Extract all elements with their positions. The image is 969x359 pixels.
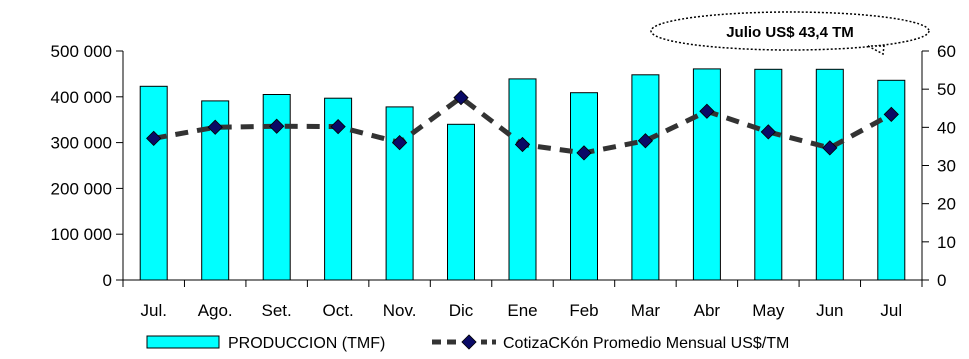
x-tick-label: Jul. bbox=[140, 301, 166, 320]
y-left-tick-label: 200 000 bbox=[51, 179, 112, 198]
y-right-tick-label: 0 bbox=[937, 271, 946, 290]
y-right-tick-label: 20 bbox=[937, 195, 956, 214]
y-right-tick-label: 30 bbox=[937, 157, 956, 176]
x-tick-label: Jun bbox=[816, 301, 843, 320]
x-tick-label: Ago. bbox=[198, 301, 233, 320]
bar-11 bbox=[754, 68, 783, 281]
price-marker-6 bbox=[453, 89, 469, 106]
x-tick-label: Jul bbox=[880, 301, 902, 320]
legend-bar-label: PRODUCCION (TMF) bbox=[228, 335, 385, 352]
price-marker-7 bbox=[514, 136, 531, 153]
bar-10 bbox=[692, 68, 721, 281]
price-marker-10 bbox=[699, 103, 715, 119]
bar-12 bbox=[815, 68, 844, 281]
bar-9 bbox=[631, 74, 660, 281]
bar-7 bbox=[508, 78, 537, 281]
x-tick-label: Oct. bbox=[323, 301, 354, 320]
y-right-tick-label: 60 bbox=[937, 42, 956, 61]
x-tick-label: Abr bbox=[694, 301, 721, 320]
legend: PRODUCCION (TMF) CotizaCKón Promedio Men… bbox=[146, 334, 789, 352]
x-tick-label: Ene bbox=[507, 301, 537, 320]
x-tick-label: Feb bbox=[569, 301, 598, 320]
legend-bar-swatch bbox=[146, 335, 220, 349]
callout: Julio US$ 43,4 TM bbox=[650, 11, 930, 56]
price-marker-2 bbox=[207, 119, 223, 135]
y-right-tick-label: 50 bbox=[937, 80, 956, 99]
y-right-tick-label: 10 bbox=[937, 233, 956, 252]
legend-line-marker bbox=[461, 334, 477, 350]
x-tick-label: Mar bbox=[631, 301, 661, 320]
price-marker-5 bbox=[391, 134, 408, 151]
price-marker-9 bbox=[637, 133, 654, 149]
x-tick-label: Dic bbox=[449, 301, 474, 320]
price-marker-13 bbox=[883, 106, 899, 123]
x-tick-label: Set. bbox=[262, 301, 292, 320]
callout-pointer bbox=[867, 45, 885, 56]
callout-text: Julio US$ 43,4 TM bbox=[726, 24, 854, 41]
bar-13 bbox=[877, 79, 906, 281]
legend-line-label: CotizaCKón Promedio Mensual US$/TM bbox=[503, 335, 789, 352]
y-left-tick-label: 400 000 bbox=[51, 88, 112, 107]
x-tick-label: May bbox=[752, 301, 785, 320]
line-layer bbox=[146, 89, 899, 161]
bar-8 bbox=[570, 92, 598, 281]
y-left-tick-label: 100 000 bbox=[51, 225, 112, 244]
bar-6 bbox=[447, 123, 475, 281]
bars-layer bbox=[139, 68, 906, 281]
bar-1 bbox=[139, 85, 168, 281]
y-right-tick-label: 40 bbox=[937, 118, 956, 137]
price-marker-1 bbox=[146, 130, 162, 147]
axes-layer: 0 100 000 200 000 300 000 400 000 500 000 0 10 2… bbox=[51, 42, 956, 320]
callout-bubble bbox=[650, 11, 930, 51]
price-marker-12 bbox=[822, 140, 838, 156]
price-marker-4 bbox=[330, 118, 346, 135]
y-left-tick-label: 0 bbox=[103, 271, 112, 290]
price-marker-3 bbox=[269, 118, 285, 134]
bar-5 bbox=[385, 106, 414, 281]
price-marker-8 bbox=[576, 145, 592, 161]
y-left-tick-label: 300 000 bbox=[51, 134, 112, 153]
price-marker-11 bbox=[760, 124, 776, 140]
x-tick-label: Nov. bbox=[383, 301, 417, 320]
y-left-tick-label: 500 000 bbox=[51, 42, 112, 61]
